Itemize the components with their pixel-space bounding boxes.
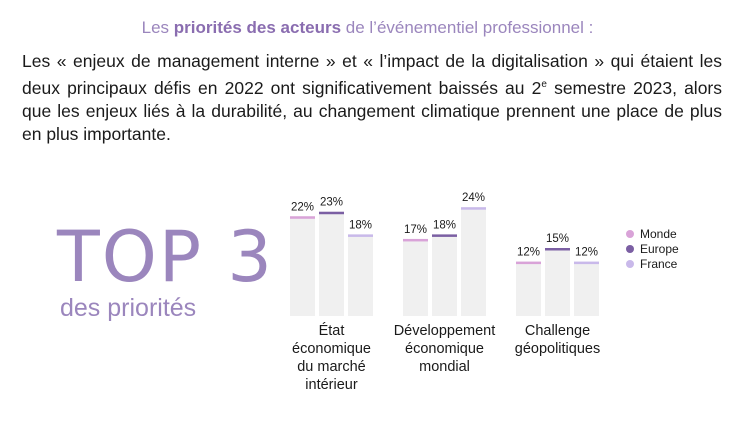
bar-top-1-1 bbox=[432, 234, 457, 237]
category-label-1: Développement économique mondial bbox=[380, 322, 510, 376]
value-label-1-2: 24% bbox=[462, 192, 485, 204]
bar-top-2-0 bbox=[516, 261, 541, 265]
category-label-line: mondial bbox=[419, 359, 470, 375]
bar-0-1 bbox=[319, 211, 344, 316]
legend-dot-icon bbox=[626, 244, 634, 253]
bar-2-0 bbox=[516, 261, 541, 316]
value-label-1-1: 18% bbox=[433, 219, 456, 231]
bar-2-1 bbox=[545, 248, 570, 316]
category-label-line: État bbox=[318, 323, 345, 339]
value-label-1-0: 17% bbox=[404, 224, 427, 236]
header-bold: priorités des acteurs bbox=[173, 18, 342, 37]
bar-top-1-2 bbox=[461, 207, 486, 210]
intro-part1: Les « enjeux de management interne » et … bbox=[22, 51, 722, 98]
value-label-2-1: 15% bbox=[546, 233, 569, 245]
page-header: Les priorités des acteurs de l’événement… bbox=[0, 18, 735, 38]
category-label-line: Développement bbox=[393, 323, 496, 339]
legend-item-europe: Europe bbox=[626, 241, 679, 256]
top3-subtitle: des priorités bbox=[60, 294, 197, 322]
value-label-0-0: 22% bbox=[291, 201, 314, 213]
legend-label: France bbox=[640, 256, 678, 271]
value-label-2-2: 12% bbox=[575, 247, 598, 259]
value-label-0-2: 18% bbox=[349, 219, 372, 231]
bar-top-0-1 bbox=[319, 211, 344, 215]
header-post: de l’événementiel professionnel : bbox=[341, 18, 594, 37]
intro-part2: semestre 2023, alors que les enjeux liés… bbox=[22, 77, 723, 144]
legend-dot-icon bbox=[626, 229, 634, 238]
top3-title: TOP 3 bbox=[57, 216, 274, 298]
category-label-line: Challenge bbox=[524, 323, 591, 339]
category-label-2: Challenge géopolitiques bbox=[493, 322, 623, 358]
bar-top-0-2 bbox=[348, 234, 373, 237]
value-label-2-0: 12% bbox=[517, 247, 540, 259]
category-label-line: économique bbox=[405, 341, 484, 357]
category-label-line: géopolitiques bbox=[514, 341, 601, 357]
category-label-line: intérieur bbox=[305, 377, 358, 393]
bar-top-1-0 bbox=[403, 238, 428, 242]
header-pre: Les bbox=[141, 18, 174, 37]
category-label-line: du marché bbox=[297, 359, 366, 375]
category-label-0: État économique du marché intérieur bbox=[267, 322, 397, 394]
bar-1-2 bbox=[461, 207, 486, 316]
intro-paragraph: Les « enjeux de management interne » et … bbox=[22, 50, 722, 146]
legend-item-france: France bbox=[626, 256, 679, 271]
bar-1-0 bbox=[403, 238, 428, 316]
bar-0-2 bbox=[348, 234, 373, 316]
chart-legend: Monde Europe France bbox=[626, 226, 679, 271]
bar-2-2 bbox=[574, 261, 599, 316]
bar-top-2-1 bbox=[545, 248, 570, 251]
intro-sup: e bbox=[541, 79, 547, 90]
bar-0-0 bbox=[290, 216, 315, 316]
bar-1-1 bbox=[432, 234, 457, 316]
legend-dot-icon bbox=[626, 259, 634, 268]
bar-top-0-0 bbox=[290, 216, 315, 219]
category-label-line: économique bbox=[292, 341, 371, 357]
value-label-0-1: 23% bbox=[320, 197, 343, 209]
legend-label: Europe bbox=[640, 241, 679, 256]
legend-item-monde: Monde bbox=[626, 226, 679, 241]
bar-top-2-2 bbox=[574, 261, 599, 265]
legend-label: Monde bbox=[640, 226, 677, 241]
